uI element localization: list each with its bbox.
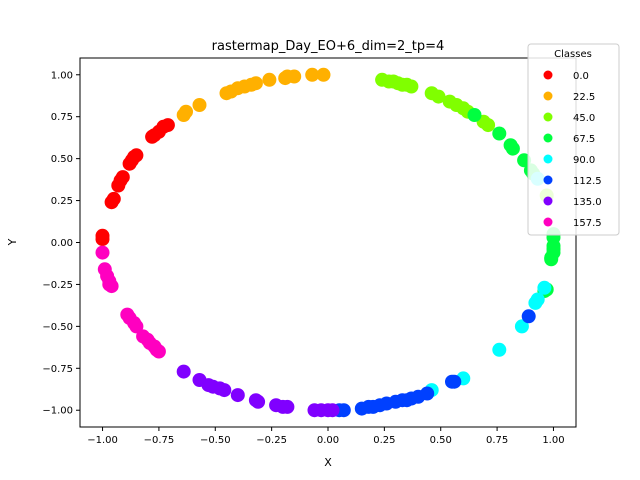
y-tick-label: 0.50 <box>51 154 73 165</box>
x-axis-label: X <box>324 456 332 469</box>
y-tick-label: 0.75 <box>51 112 73 123</box>
legend-label: 157.5 <box>573 218 602 229</box>
legend-title: Classes <box>554 49 592 60</box>
legend-marker <box>543 217 553 227</box>
scatter-point <box>492 126 507 141</box>
scatter-point <box>445 374 459 389</box>
x-tick-label: 0.25 <box>373 435 395 446</box>
legend: Classes 0.0 22.5 45.0 67.5 90.0 112.5 135.0 157… <box>527 43 620 236</box>
scatter-point <box>262 72 277 87</box>
x-tick-label: 0.00 <box>317 435 339 446</box>
scatter-point <box>269 398 284 413</box>
scatter-point <box>129 148 144 163</box>
y-tick-label: −0.25 <box>42 280 73 291</box>
scatter-point <box>544 252 559 267</box>
legend-marker <box>543 112 553 122</box>
scatter-point <box>354 401 369 416</box>
x-tick-label: −0.50 <box>200 435 231 446</box>
scatter-point <box>404 79 419 94</box>
scatter-point <box>287 69 302 84</box>
scatter-point <box>514 319 529 334</box>
scatter-point <box>230 388 245 403</box>
x-tick-label: 0.50 <box>430 435 452 446</box>
legend-label: 112.5 <box>573 176 602 187</box>
legend-marker <box>543 133 553 143</box>
scatter-point <box>192 373 207 387</box>
legend-label: 90.0 <box>573 155 595 166</box>
legend-label: 45.0 <box>573 113 595 124</box>
scatter-point <box>129 319 144 334</box>
legend-label: 135.0 <box>573 197 602 208</box>
y-axis-label: Y <box>6 238 19 246</box>
y-tick-label: −0.50 <box>42 322 73 333</box>
scatter-point <box>537 280 552 295</box>
x-ticks: −1.00 −0.75 −0.50 −0.25 0.00 0.25 0.50 0.75 1.00 <box>87 427 565 446</box>
y-tick-label: −0.75 <box>42 364 73 375</box>
legend-box <box>527 43 620 236</box>
scatter-point <box>505 141 520 156</box>
x-tick-label: −0.75 <box>144 435 175 446</box>
y-tick-label: 0.00 <box>51 238 73 249</box>
scatter-point <box>104 279 119 294</box>
scatter-point <box>467 108 482 122</box>
points-layer <box>95 67 561 418</box>
scatter-point <box>530 292 545 307</box>
scatter-point <box>307 403 322 418</box>
legend-marker <box>543 154 553 164</box>
scatter-point <box>151 344 166 359</box>
scatter-point <box>95 245 110 260</box>
legend-marker <box>543 196 553 206</box>
chart-title: rastermap_Day_EO+6_dim=2_tp=4 <box>212 39 445 54</box>
scatter-point <box>481 118 496 133</box>
legend-label: 22.5 <box>573 92 595 103</box>
y-tick-label: 1.00 <box>51 70 73 81</box>
y-ticks: −1.00 −0.75 −0.50 −0.25 0.00 0.25 0.50 0.75 1.00 <box>42 70 80 417</box>
scatter-point <box>316 67 331 82</box>
y-tick-label: −1.00 <box>42 406 73 417</box>
scatter-point <box>176 364 191 379</box>
scatter-point <box>179 104 193 119</box>
scatter-point <box>521 309 536 324</box>
scatter-point <box>248 393 263 408</box>
x-tick-label: 1.00 <box>542 435 564 446</box>
x-tick-label: −0.25 <box>256 435 287 446</box>
x-tick-label: −1.00 <box>87 435 118 446</box>
x-tick-label: 0.75 <box>486 435 508 446</box>
scatter-point <box>106 191 121 206</box>
y-tick-label: 0.25 <box>51 196 73 207</box>
legend-label: 0.0 <box>573 71 589 82</box>
scatter-point <box>431 89 446 104</box>
scatter-point <box>115 170 130 185</box>
legend-label: 67.5 <box>573 134 595 145</box>
legend-marker <box>543 91 553 101</box>
scatter-point <box>192 98 207 112</box>
scatter-point <box>492 342 507 357</box>
legend-marker <box>543 70 553 80</box>
scatter-point <box>160 118 175 133</box>
legend-marker <box>543 175 553 185</box>
scatter-point <box>305 67 320 82</box>
scatter-point <box>95 232 110 247</box>
scatter-point <box>248 76 263 91</box>
legend-entries: 0.0 22.5 45.0 67.5 90.0 112.5 135.0 157.5 <box>543 70 602 229</box>
